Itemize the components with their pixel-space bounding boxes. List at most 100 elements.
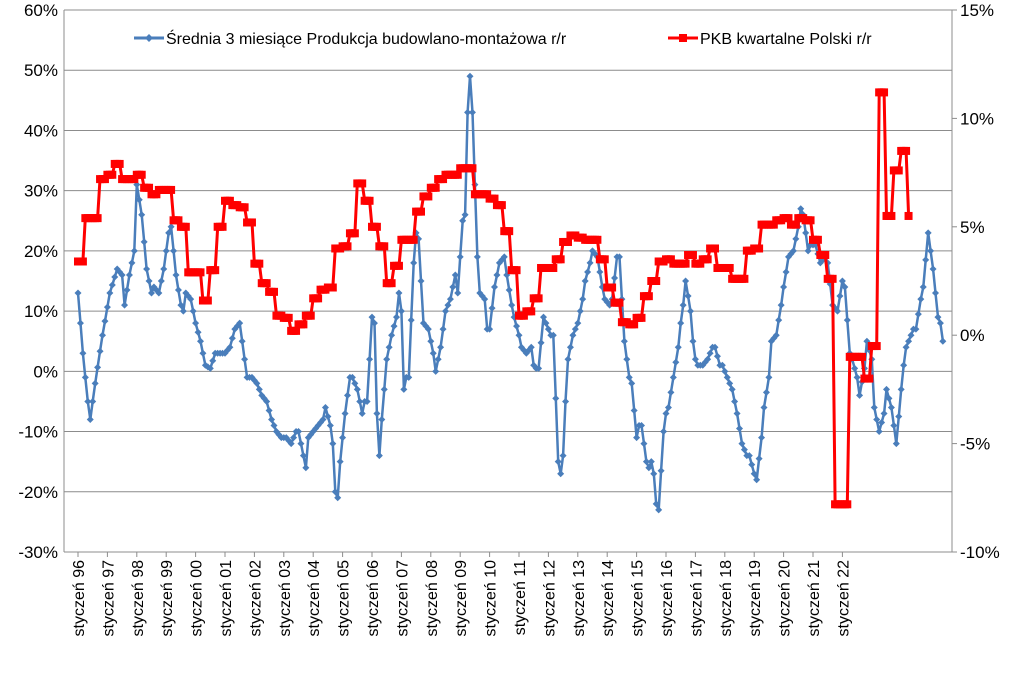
data-point (417, 277, 425, 285)
data-point (115, 159, 124, 168)
data-point (388, 331, 396, 339)
data-point (103, 303, 111, 311)
data-point (549, 263, 558, 272)
data-point (461, 211, 469, 219)
data-point (905, 337, 913, 345)
data-point (666, 255, 675, 264)
series-lines (74, 72, 947, 514)
data-point (344, 391, 351, 399)
data-point (358, 179, 367, 188)
data-point (897, 385, 905, 393)
data-point (870, 403, 878, 411)
data-point (740, 274, 749, 283)
data-point (664, 403, 672, 411)
data-point (792, 235, 800, 243)
data-point (669, 373, 677, 381)
data-point (160, 265, 168, 273)
x-tick-label: styczeń 06 (365, 560, 382, 637)
data-point (554, 458, 562, 466)
data-point (170, 247, 178, 255)
data-point (99, 331, 106, 339)
data-point (444, 301, 452, 309)
data-point (706, 349, 714, 357)
data-point (711, 244, 719, 253)
data-point (228, 334, 236, 342)
data-point (932, 289, 939, 297)
data-point (111, 273, 119, 281)
data-point (927, 247, 935, 255)
data-point (383, 355, 391, 363)
data-point (101, 317, 109, 325)
data-point (218, 222, 227, 231)
x-tick-label: styczeń 99 (159, 560, 176, 637)
data-point (682, 277, 690, 285)
data-point (652, 500, 660, 508)
data-point (564, 237, 572, 246)
data-point (341, 409, 349, 417)
data-point (255, 385, 263, 393)
data-point (380, 385, 388, 393)
data-point (535, 364, 543, 372)
data-point (351, 379, 359, 387)
data-point (723, 373, 731, 381)
data-point (645, 464, 653, 472)
data-point (736, 425, 743, 433)
y-left-tick-label: 60% (24, 1, 58, 20)
data-point (615, 253, 623, 261)
data-point (174, 286, 182, 294)
data-point (203, 296, 212, 305)
data-point (681, 259, 690, 268)
data-point (571, 325, 579, 333)
data-point (424, 192, 433, 201)
data-point (123, 286, 131, 294)
data-point (890, 422, 898, 430)
data-point (630, 406, 638, 414)
data-point (615, 298, 624, 307)
data-point (711, 343, 719, 351)
data-point (633, 434, 641, 442)
data-point (878, 419, 886, 427)
data-point (454, 289, 462, 297)
data-point (331, 488, 339, 496)
data-point (493, 271, 501, 279)
data-point (336, 458, 344, 466)
data-point (564, 355, 572, 363)
data-point (157, 277, 165, 285)
data-point (350, 229, 359, 238)
y-left-tick-label: 30% (24, 182, 58, 201)
data-point (372, 222, 381, 231)
data-point (755, 244, 764, 253)
y-left-tick-label: 50% (24, 61, 58, 80)
data-point (936, 319, 944, 327)
data-point (512, 266, 521, 275)
data-point (642, 458, 650, 466)
data-point (100, 175, 109, 184)
data-point (417, 207, 425, 216)
x-tick-label: styczeń 14 (600, 560, 617, 637)
data-point (740, 446, 748, 454)
data-point (856, 391, 864, 399)
data-point (772, 331, 780, 339)
data-point (865, 374, 874, 383)
data-point (241, 355, 249, 363)
data-point (380, 242, 389, 251)
data-point (481, 295, 489, 303)
data-point (552, 394, 560, 402)
data-point (821, 250, 830, 259)
data-point (118, 271, 126, 279)
data-point (165, 229, 173, 237)
data-point (397, 307, 405, 315)
data-point (329, 440, 337, 448)
data-point (240, 203, 249, 212)
data-point (549, 331, 557, 339)
data-point (912, 325, 920, 333)
data-point (907, 331, 915, 339)
data-point (630, 320, 639, 329)
data-point (199, 349, 207, 357)
data-point (189, 307, 197, 315)
data-point (900, 361, 908, 369)
data-point (196, 268, 205, 277)
data-point (637, 313, 646, 322)
data-point (687, 307, 694, 315)
y-right-tick-label: 15% (960, 1, 994, 20)
